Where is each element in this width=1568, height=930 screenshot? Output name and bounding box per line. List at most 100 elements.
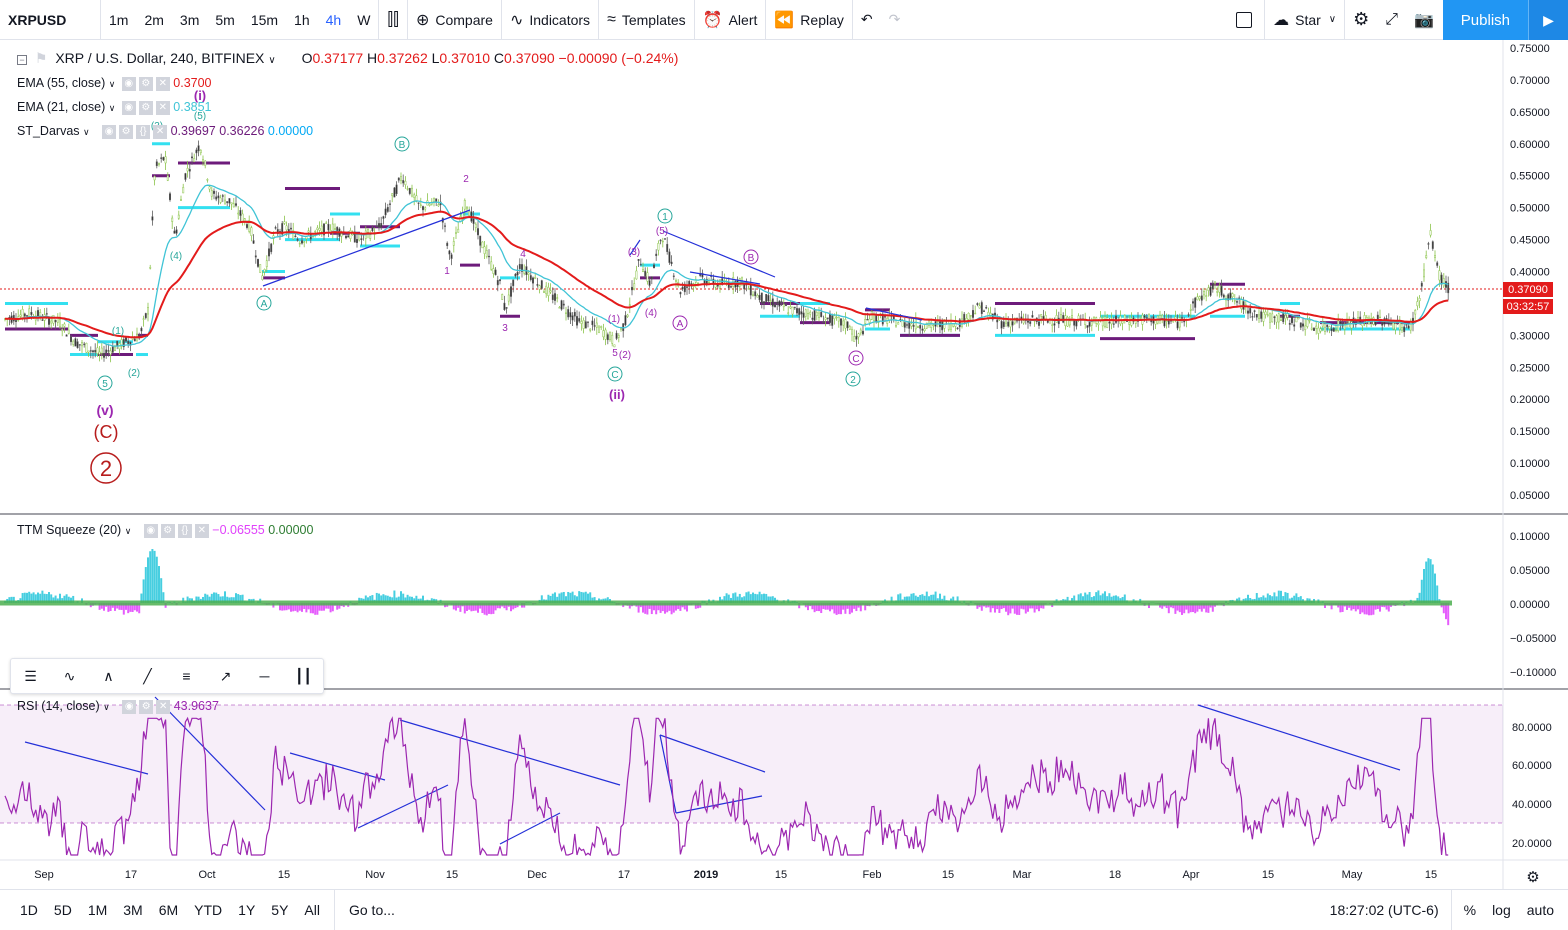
fib-icon[interactable]: ≡ [167, 659, 206, 693]
indicators-button[interactable]: ∿Indicators [502, 0, 598, 40]
candle-body [532, 278, 533, 283]
ema55-legend[interactable]: EMA (55, close) ∨ ◉⚙✕ 0.3700 [17, 76, 212, 91]
fullscreen-button[interactable]: ⤢ [1377, 0, 1406, 40]
eye-icon[interactable]: ◉ [102, 125, 116, 139]
redo-button[interactable]: ↷ [881, 0, 909, 40]
ticks-icon[interactable]: ┃┃ [284, 659, 323, 693]
interval-2m[interactable]: 2m [136, 0, 171, 40]
ema21-legend[interactable]: EMA (21, close) ∨ ◉⚙✕ 0.3851 [17, 100, 212, 115]
candle-body [1443, 278, 1444, 286]
candle-body [1124, 315, 1125, 319]
chart-canvas[interactable]: (v) (C) 2 (i) (ii) (5) (3) (4) (1) (2) 5… [0, 40, 1568, 889]
auto-toggle[interactable]: auto [1519, 902, 1568, 918]
symbol-search[interactable]: XRPUSD [0, 0, 100, 40]
eye-icon[interactable]: ◉ [122, 700, 136, 714]
interval-15m[interactable]: 15m [243, 0, 286, 40]
collapse-icon[interactable]: − [17, 55, 27, 65]
publish-button[interactable]: Publish [1443, 0, 1528, 40]
code-icon[interactable]: {} [178, 524, 192, 538]
range-1m[interactable]: 1M [80, 902, 115, 918]
open-value: 0.37177 [313, 50, 364, 66]
candle-body [816, 312, 817, 315]
range-5y[interactable]: 5Y [263, 902, 296, 918]
interval-w[interactable]: W [349, 0, 378, 40]
close-icon[interactable]: ✕ [156, 101, 170, 115]
drawing-toolbar[interactable]: ☰ ∿ ∧ ╱ ≡ ↗ ─ ┃┃ [10, 658, 324, 694]
candle-body [1408, 326, 1409, 328]
candle-body [29, 309, 30, 316]
range-1y[interactable]: 1Y [230, 902, 263, 918]
interval-5m[interactable]: 5m [207, 0, 242, 40]
interval-1h[interactable]: 1h [286, 0, 318, 40]
undo-button[interactable]: ↶ [853, 0, 881, 40]
range-all[interactable]: All [296, 902, 328, 918]
goto-button[interactable]: Go to... [341, 902, 403, 918]
log-toggle[interactable]: log [1484, 902, 1519, 918]
range-1d[interactable]: 1D [12, 902, 46, 918]
interval-1m[interactable]: 1m [101, 0, 136, 40]
gear-icon[interactable]: ⚙ [161, 524, 175, 538]
chart-area[interactable]: (v) (C) 2 (i) (ii) (5) (3) (4) (1) (2) 5… [0, 40, 1568, 889]
ttm-tick-label: −0.05000 [1510, 633, 1556, 645]
darvas-legend[interactable]: ST_Darvas ∨ ◉⚙{}✕ 0.39697 0.36226 0.0000… [17, 124, 313, 139]
candle-body [1265, 312, 1266, 315]
trend-line[interactable] [263, 210, 470, 286]
close-icon[interactable]: ✕ [153, 125, 167, 139]
interval-3m[interactable]: 3m [172, 0, 207, 40]
gear-icon[interactable]: ⚙ [139, 101, 153, 115]
time-tick-label: Nov [365, 869, 385, 881]
trend-line[interactable] [663, 231, 775, 277]
horizontal-ray-icon[interactable]: ─ [245, 659, 284, 693]
clock[interactable]: 18:27:02 (UTC-6) [1322, 902, 1447, 918]
close-icon[interactable]: ✕ [195, 524, 209, 538]
candle-body [781, 302, 782, 303]
snapshot-button[interactable]: 📷 [1406, 0, 1442, 40]
close-icon[interactable]: ✕ [156, 77, 170, 91]
rsi-legend[interactable]: RSI (14, close) ∨ ◉⚙✕ 43.9637 [17, 699, 219, 714]
wave-123-icon[interactable]: ∿ [50, 659, 89, 693]
settings-button[interactable]: ⚙ [1345, 0, 1377, 40]
templates-button[interactable]: ≈Templates [599, 0, 694, 40]
wave-label: B [399, 140, 406, 151]
close-icon[interactable]: ✕ [156, 700, 170, 714]
candle-body [68, 330, 69, 333]
trend-line[interactable] [690, 272, 760, 284]
symbol-title[interactable]: XRP / U.S. Dollar, 240, BITFINEX [55, 50, 264, 66]
percent-toggle[interactable]: % [1456, 902, 1484, 918]
candle-body [491, 262, 492, 269]
candle-body [438, 205, 439, 206]
range-5d[interactable]: 5D [46, 902, 80, 918]
replay-button[interactable]: ⏪Replay [766, 0, 852, 40]
star-button[interactable]: ☁Star∨ [1265, 0, 1344, 40]
range-3m[interactable]: 3M [115, 902, 150, 918]
eye-icon[interactable]: ◉ [122, 101, 136, 115]
ttm-legend[interactable]: TTM Squeeze (20) ∨ ◉⚙{}✕ −0.06555 0.0000… [17, 523, 313, 538]
interval-4h[interactable]: 4h [318, 0, 350, 40]
gear-icon[interactable]: ⚙ [139, 700, 153, 714]
range-ytd[interactable]: YTD [186, 902, 230, 918]
candle-body [807, 313, 808, 319]
candle-body [1003, 322, 1004, 327]
settings-gear-icon[interactable]: ⚙ [1526, 869, 1539, 886]
wave-abc-icon[interactable]: ∧ [89, 659, 128, 693]
gear-icon[interactable]: ⚙ [139, 77, 153, 91]
compare-button[interactable]: ⊕Compare [408, 0, 501, 40]
ray-icon[interactable]: ↗ [206, 659, 245, 693]
candle-body [612, 335, 613, 343]
alert-button[interactable]: ⏰Alert [695, 0, 766, 40]
eye-icon[interactable]: ◉ [144, 524, 158, 538]
fullscreen-layout-button[interactable] [1228, 0, 1260, 40]
price-axis[interactable]: 0.750000.700000.650000.600000.550000.500… [1510, 43, 1550, 502]
horizontal-lines-icon[interactable]: ☰ [11, 659, 50, 693]
undo-icon: ↶ [861, 11, 873, 28]
eye-icon[interactable]: ◉ [122, 77, 136, 91]
gear-icon[interactable]: ⚙ [119, 125, 133, 139]
chart-type-button[interactable]: ⫿⫿ [379, 0, 407, 40]
code-icon[interactable]: {} [136, 125, 150, 139]
range-6m[interactable]: 6M [151, 902, 186, 918]
trend-line-icon[interactable]: ╱ [128, 659, 167, 693]
publish-menu-button[interactable]: ▶ [1528, 0, 1568, 40]
